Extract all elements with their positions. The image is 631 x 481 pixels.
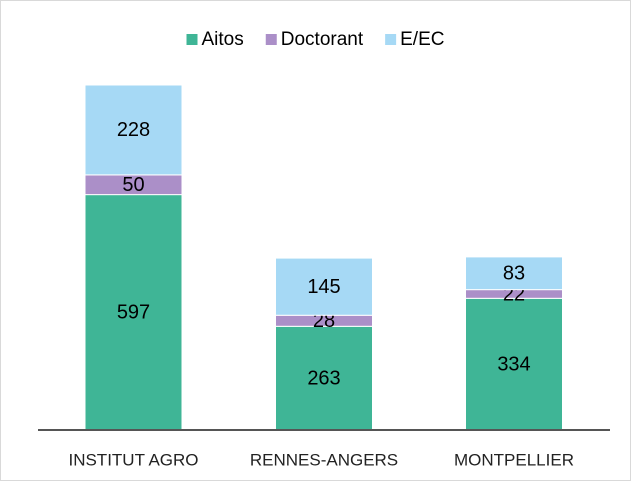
x-tick-label: INSTITUT AGRO — [68, 450, 198, 469]
bar-segment — [465, 297, 563, 431]
legend-label: E/EC — [400, 29, 444, 50]
legend-swatch — [186, 34, 198, 45]
data-label: 50 — [122, 174, 144, 196]
data-label: 83 — [503, 263, 525, 285]
data-label: 263 — [307, 367, 340, 389]
bar-segment — [275, 325, 373, 431]
data-label: 597 — [117, 302, 150, 324]
data-label: 145 — [307, 276, 340, 298]
legend-label: Doctorant — [281, 29, 364, 50]
data-label: 228 — [117, 119, 150, 141]
legend-swatch — [385, 34, 397, 45]
bar-segment — [465, 256, 563, 291]
data-label: 334 — [497, 353, 530, 375]
x-tick-label: MONTPELLIER — [454, 450, 574, 469]
legend: Aitos Doctorant E/EC — [186, 29, 444, 50]
bar-segment — [84, 84, 183, 176]
bar-segment — [275, 257, 373, 316]
bar-segment — [84, 194, 183, 431]
legend-label: Aitos — [202, 29, 244, 50]
x-tick-label: RENNES-ANGERS — [250, 450, 398, 469]
legend-swatch — [265, 34, 277, 45]
